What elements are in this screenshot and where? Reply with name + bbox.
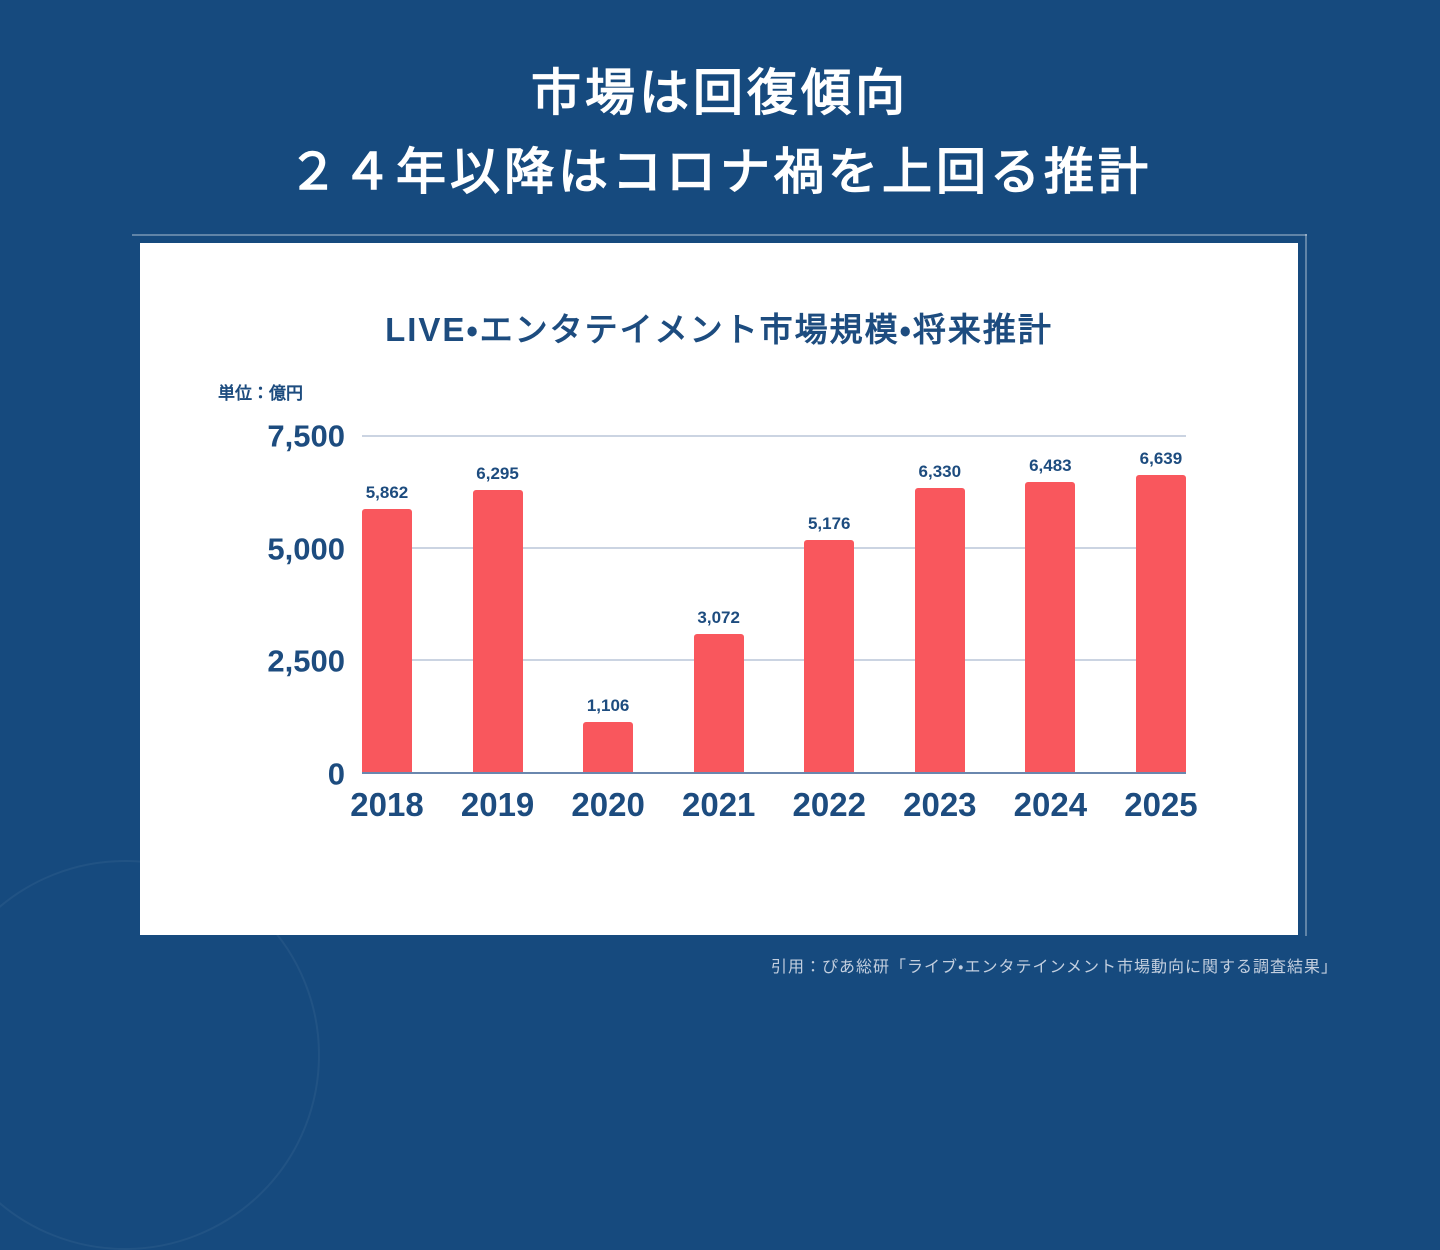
chart-title: LIVE・エンタテイメント市場規模・将来推計 [385,311,1053,348]
y-tick-label-7,500: 7,500 [267,418,345,454]
bar-value-label-2024: 6,483 [1029,455,1072,475]
bar-slot-2021: 3,072 [693,436,744,772]
bar-value-label-2019: 6,295 [476,463,519,483]
bar-2022 [804,540,855,772]
bar-2019 [472,489,523,772]
bar-slot-2023: 6,330 [914,436,965,772]
bar-value-label-2025: 6,639 [1139,448,1183,468]
bar-2025 [1135,474,1186,772]
y-tick-label-5,000: 5,000 [267,531,345,567]
x-tick-label-2019: 2019 [460,786,535,823]
slide-background: { "page": { "title_line1": "市場は回復傾向", "t… [0,54,1440,1250]
bar-slot-2020: 1,106 [583,436,634,772]
bar-slot-2024: 6,483 [1025,436,1076,772]
bar-slot-2018: 5,862 [362,436,412,772]
gridline-5000 [362,547,1186,550]
card-highlight-line-right [1305,234,1307,936]
bar-value-label-2020: 1,106 [586,696,630,716]
unit-label: 単位：億円 [218,384,303,403]
bar-2020 [583,722,634,772]
source-note: 引用：ぴあ総研「ライブ・エンタテインメント市場動向に関する調査結果」 [771,959,1338,976]
bar-value-label-2022: 5,176 [807,514,851,534]
gridline-7500 [362,435,1186,437]
bar-2023 [914,488,965,772]
x-tick-label-2025: 2025 [1124,786,1198,823]
main-title-line-2: ２４年以降はコロナ禍を上回る推計 [288,144,1152,200]
x-tick-label-2020: 2020 [571,786,645,823]
bar-2021 [693,634,744,772]
gridline-2500 [362,659,1186,662]
x-axis-labels: 2018 2019 2020 2021 2022 2023 2024 2025 [350,786,1198,823]
bar-value-label-2023: 6,330 [918,462,962,482]
bar-2018 [362,509,412,772]
bar-value-label-2021: 3,072 [697,608,740,628]
x-tick-label-2023: 2023 [903,786,977,823]
bars-row: 5,862 6,295 1,106 3,072 5,176 6,330 6,483 6,639 [362,436,1186,772]
x-tick-label-2022: 2022 [792,786,866,823]
x-tick-label-2024: 2024 [1013,786,1088,823]
main-title: 市場は回復傾向 ２４年以降はコロナ禍を上回る推計 [0,54,1440,212]
bar-value-label-2018: 5,862 [365,483,409,503]
bar-2024 [1025,481,1076,772]
main-title-line-1: 市場は回復傾向 [531,65,909,121]
x-tick-label-2018: 2018 [350,786,424,823]
x-tick-label-2021: 2021 [681,786,756,823]
card-highlight-line-top [132,234,1307,236]
plot-area: 5,862 6,295 1,106 3,072 5,176 6,330 6,483 6,639 [362,435,1186,774]
chart-card: LIVE・エンタテイメント市場規模・将来推計 単位：億円 0 2,500 5,000… [140,243,1298,935]
y-tick-label-2,500: 2,500 [267,643,345,679]
y-axis-labels: 0 2,500 5,000 7,500 [140,421,345,790]
y-tick-label-0: 0 [327,756,345,792]
bar-slot-2019: 6,295 [472,436,523,772]
bar-slot-2025: 6,639 [1135,436,1186,772]
bar-slot-2022: 5,176 [804,436,855,772]
